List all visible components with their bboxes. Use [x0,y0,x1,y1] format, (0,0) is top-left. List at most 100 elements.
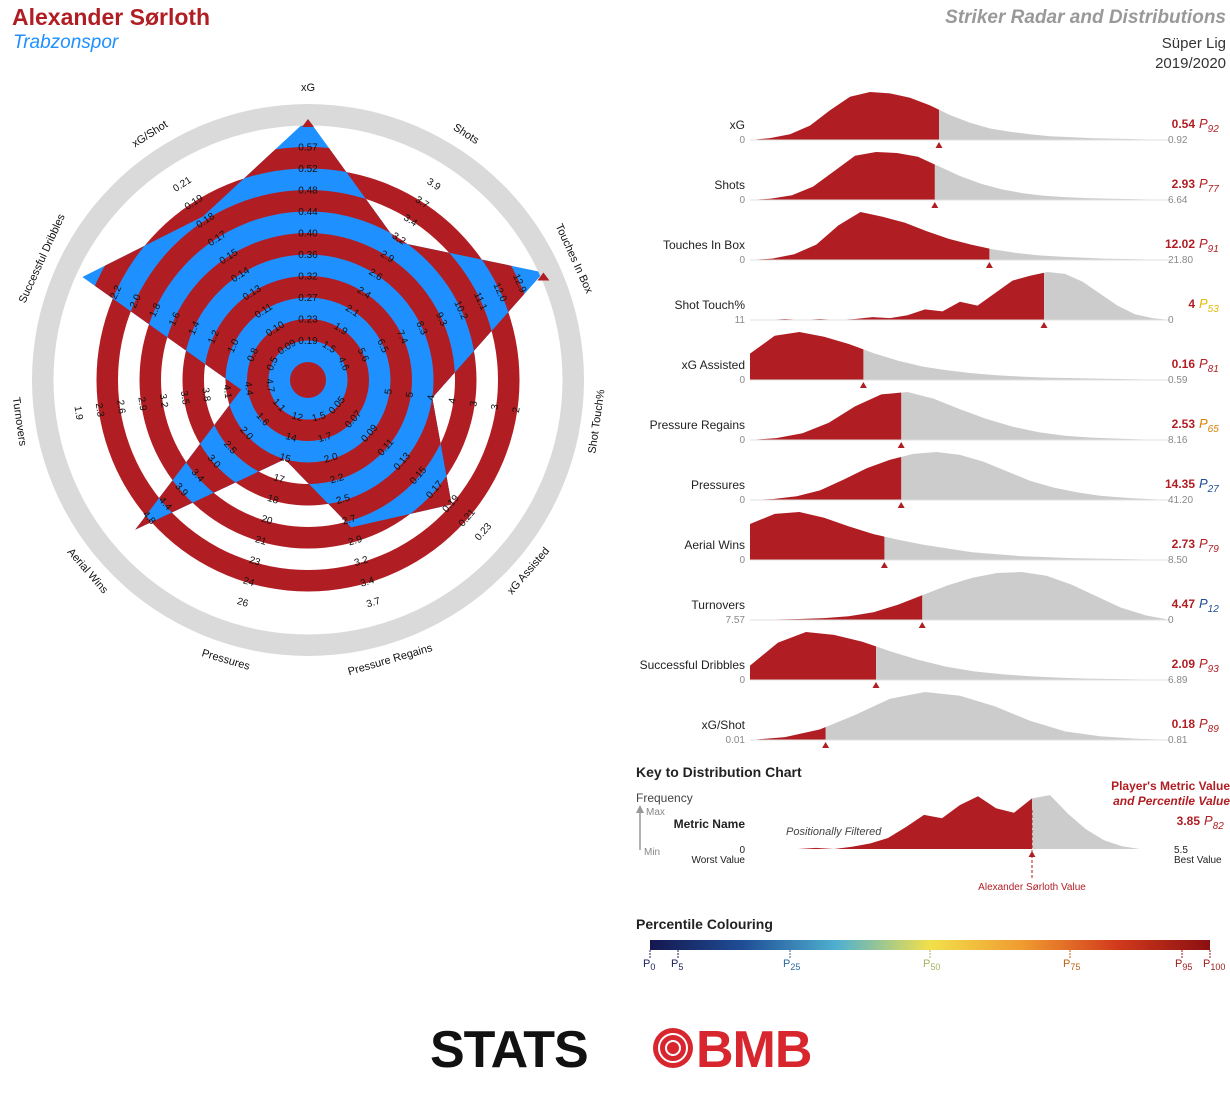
key-example-value: 3.85 [1177,814,1201,828]
legend-tick-label: P25 [783,958,800,972]
radar-tick-label: 0.44 [298,207,318,218]
distribution-row: xG Assisted 0 0.59 0.16 P81 [682,332,1219,388]
distribution-max: 0 [1168,315,1174,326]
key-player-value-line1: Player's Metric Value [1111,779,1230,793]
distribution-key: Key to Distribution Chart Frequency Max Min… [636,764,1230,893]
distribution-metric-name: Successful Dribbles [640,658,745,672]
logo-target-ring [665,1040,681,1056]
distribution-min: 11 [735,315,746,326]
radar-tick-label: 3.2 [157,393,170,409]
radar-tick-label: 18 [266,493,280,507]
distribution-value: 2.73 [1172,537,1196,551]
distribution-min: 0 [739,255,745,266]
distribution-max: 8.50 [1168,555,1188,566]
distribution-row: Successful Dribbles 0 6.89 2.09 P93 [640,632,1219,688]
distribution-marker [897,502,905,508]
distribution-marker [872,682,880,688]
key-title: Key to Distribution Chart [636,764,802,780]
radar-tick-label: 4.4 [242,381,255,397]
radar-tick-label: 0.5 [265,355,281,373]
distribution-metric-name: Shots [714,178,745,192]
distribution-area-left [750,595,923,620]
radar-axis-label: Pressures [200,647,251,673]
radar-tick-label: 24 [242,576,256,590]
radar-tick-label: 6.5 [374,337,390,355]
distribution-marker [935,142,943,148]
distribution-value: 2.53 [1172,417,1196,431]
radar-tick-label: 1.7 [317,431,334,446]
statsbomb-logo: STATS BMB [430,1021,812,1079]
distribution-area-left [750,152,935,200]
distribution-row: Pressures 0 41.20 14.35 P27 [691,452,1219,508]
radar-tick-label: 0.19 [298,336,318,347]
distribution-area-right [922,572,1170,620]
distribution-area-right [989,248,1170,260]
key-marker [1028,851,1036,857]
team-name: Trabzonspor [13,32,119,53]
distribution-value: 2.09 [1172,657,1196,671]
distribution-metric-name: Shot Touch% [675,298,746,312]
distribution-min: 0 [739,375,745,386]
radar-tick-label: 2 [511,406,523,414]
distribution-metric-name: xG/Shot [702,718,746,732]
key-best-value: Best Value [1174,855,1222,866]
radar-tick-label: 0.57 [298,142,318,153]
distribution-min: 0 [739,555,745,566]
distribution-percentile: P12 [1199,596,1219,615]
distribution-area-left [750,727,826,740]
radar-tick-label: 12 [290,410,304,424]
radar-tick-label: 3.2 [353,554,370,569]
radar-tick-label: 3.4 [359,575,376,590]
radar-tick-label: 2.9 [135,396,148,412]
distribution-max: 21.80 [1168,255,1193,266]
radar-tick-label: 1.6 [167,310,183,328]
radar-tick-label: 0.36 [298,250,318,261]
radar-axis-label: Shots [451,122,482,148]
radar-tick-label: 1.9 [72,405,85,421]
radar-tick-label: 2.3 [93,402,106,418]
radar-tick-label: 9.3 [433,311,449,329]
legend-tick-label: P5 [671,958,683,972]
radar-tick-label: 4.6 [335,355,351,373]
distribution-min: 0 [739,435,745,446]
distribution-marker [859,382,867,388]
key-area-right [1032,795,1140,849]
distribution-max: 0.92 [1168,135,1188,146]
distribution-percentile: P89 [1199,716,1219,735]
key-area-left [780,796,1032,849]
distribution-row: Shot Touch% 11 0 4 P53 [675,272,1219,328]
distribution-row: xG 0 0.92 0.54 P92 [730,92,1219,148]
distribution-area-left [750,212,990,260]
distribution-area-right [901,392,1170,440]
radar-tick-label: 4.1 [221,384,234,400]
distribution-value: 2.93 [1172,177,1196,191]
distribution-metric-name: Pressures [691,478,745,492]
radar-tick-label: 5.6 [355,346,371,364]
distribution-row: Shots 0 6.64 2.93 P77 [714,152,1219,208]
radar-tick-label: 5 [383,388,395,396]
logo-text-stats: STATS [430,1021,588,1079]
key-arrow-icon [636,805,644,813]
distribution-max: 6.89 [1168,675,1188,686]
percentile-legend: Percentile Colouring P0 P5 P25 P50 P75 P95 P100 [636,916,1225,972]
distribution-metric-name: Touches In Box [663,238,745,252]
key-max: Max [646,807,665,818]
distribution-value: 14.35 [1165,477,1195,491]
radar-tick-label: 15 [278,452,292,466]
distribution-row: Turnovers 7.57 0 4.47 P12 [691,572,1219,628]
distribution-max: 0.81 [1168,735,1188,746]
radar-tick-label: 2.2 [329,472,346,487]
radar-tick-label: 5 [404,391,416,399]
radar-tick-label: 26 [236,596,250,610]
radar-tick-label: 0.27 [298,293,318,304]
radar-tick-label: 1.8 [148,301,164,319]
key-frequency: Frequency [636,791,693,805]
key-player-value-line2: and Percentile Value [1113,794,1230,808]
key-worst-value: Worst Value [691,855,745,866]
radar-axis-label: Turnovers [10,396,29,447]
radar-tick-label: 1.2 [206,328,222,346]
distribution-percentile: P27 [1199,476,1219,495]
distribution-min: 0 [739,135,745,146]
legend-tick-label: P100 [1203,958,1225,972]
distribution-max: 6.64 [1168,195,1188,206]
